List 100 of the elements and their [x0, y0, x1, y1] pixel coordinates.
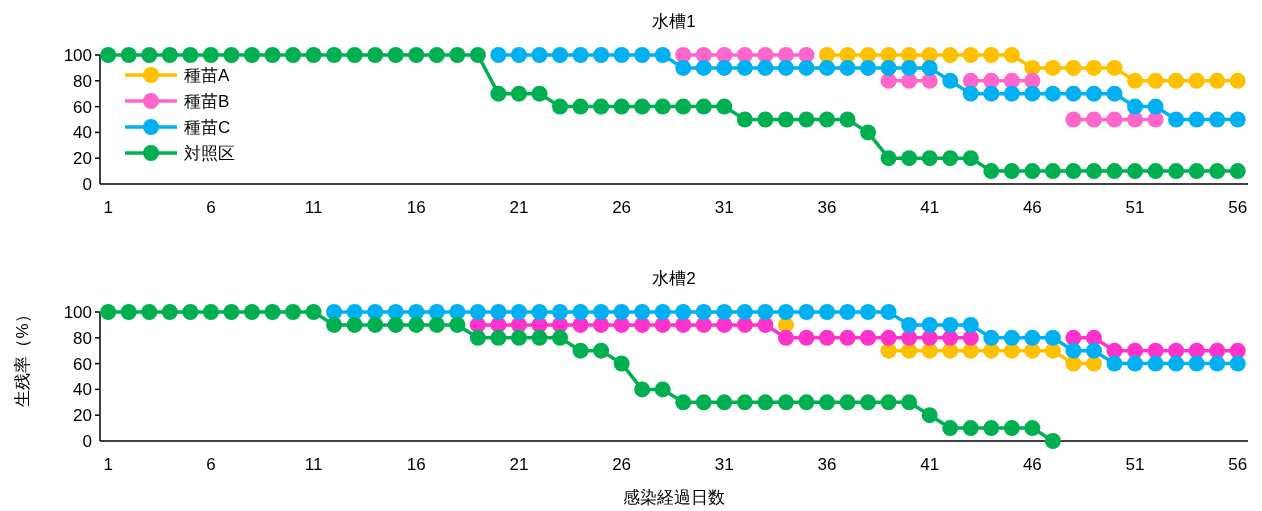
point: [1024, 163, 1041, 180]
point: [531, 47, 548, 63]
x-tick-label: 36: [817, 455, 837, 474]
point: [120, 304, 137, 320]
point: [1168, 355, 1185, 372]
point: [326, 304, 343, 320]
point: [469, 47, 486, 63]
point: [1168, 72, 1185, 89]
point: [613, 98, 630, 115]
point: [1044, 329, 1061, 346]
point: [798, 59, 815, 76]
point: [572, 98, 589, 115]
point: [182, 304, 199, 320]
point: [675, 394, 692, 411]
point: [1188, 72, 1205, 89]
point: [593, 98, 610, 115]
point: [572, 304, 589, 320]
point: [819, 304, 835, 320]
point: [777, 59, 794, 76]
point: [1085, 329, 1102, 346]
point: [243, 304, 260, 320]
point: [634, 47, 651, 63]
point: [100, 304, 117, 320]
y-tick-label: 60: [73, 97, 92, 117]
point: [161, 47, 178, 63]
y-tick-label: 20: [73, 149, 92, 169]
point: [182, 47, 199, 63]
point: [901, 316, 918, 333]
point: [613, 355, 630, 372]
point: [1188, 355, 1205, 372]
point: [983, 329, 1000, 346]
point: [839, 59, 856, 76]
x-tick-label: 36: [817, 198, 837, 217]
point: [1003, 47, 1020, 63]
point: [1003, 329, 1020, 346]
point: [757, 304, 774, 320]
point: [716, 394, 733, 411]
x-tick-label: 1: [103, 198, 113, 217]
point: [1229, 355, 1246, 372]
point: [1044, 59, 1061, 76]
point: [1127, 98, 1144, 115]
point: [1044, 342, 1061, 359]
point: [962, 150, 979, 167]
point: [490, 304, 507, 320]
point: [654, 304, 671, 320]
point: [1127, 72, 1144, 89]
point: [860, 329, 877, 346]
point: [819, 59, 835, 76]
x-axis-title: 感染経過日数: [623, 488, 725, 507]
x-tick-label: 31: [714, 455, 734, 474]
legend-label: 種苗B: [184, 92, 230, 111]
y-tick-label: 0: [82, 175, 92, 194]
point: [346, 316, 363, 333]
x-tick-label: 21: [509, 198, 529, 217]
point: [490, 329, 507, 346]
point: [880, 329, 897, 346]
point: [839, 394, 856, 411]
point: [469, 329, 486, 346]
point: [1085, 163, 1102, 180]
point: [264, 47, 281, 63]
point: [757, 111, 774, 128]
point: [449, 316, 466, 333]
point: [798, 394, 815, 411]
legend-label: 種苗A: [184, 66, 230, 85]
point: [1188, 111, 1205, 128]
chart-title: 水槽1: [652, 12, 696, 31]
point: [716, 304, 733, 320]
point: [798, 329, 815, 346]
point: [285, 304, 302, 320]
y-tick-label: 20: [73, 406, 92, 426]
point: [1168, 163, 1185, 180]
x-tick-label: 41: [920, 455, 940, 474]
point: [1085, 85, 1102, 102]
point: [1127, 355, 1144, 372]
y-tick-label: 100: [63, 303, 92, 322]
point: [736, 304, 753, 320]
point: [1024, 329, 1041, 346]
x-tick-label: 6: [206, 455, 216, 474]
point: [326, 47, 343, 63]
x-tick-label: 16: [406, 455, 426, 474]
point: [613, 304, 630, 320]
point: [942, 47, 959, 63]
point: [757, 394, 774, 411]
point: [572, 47, 589, 63]
point: [490, 47, 507, 63]
point: [1229, 72, 1246, 89]
point: [593, 47, 610, 63]
point: [634, 381, 651, 398]
point: [757, 59, 774, 76]
point: [408, 47, 425, 63]
point: [736, 111, 753, 128]
x-tick-label: 26: [612, 198, 632, 217]
point: [1147, 98, 1164, 115]
point: [777, 47, 794, 63]
point: [367, 47, 384, 63]
point: [1106, 163, 1123, 180]
point: [510, 47, 527, 63]
point: [552, 47, 569, 63]
point: [1024, 420, 1041, 437]
point: [1065, 163, 1082, 180]
